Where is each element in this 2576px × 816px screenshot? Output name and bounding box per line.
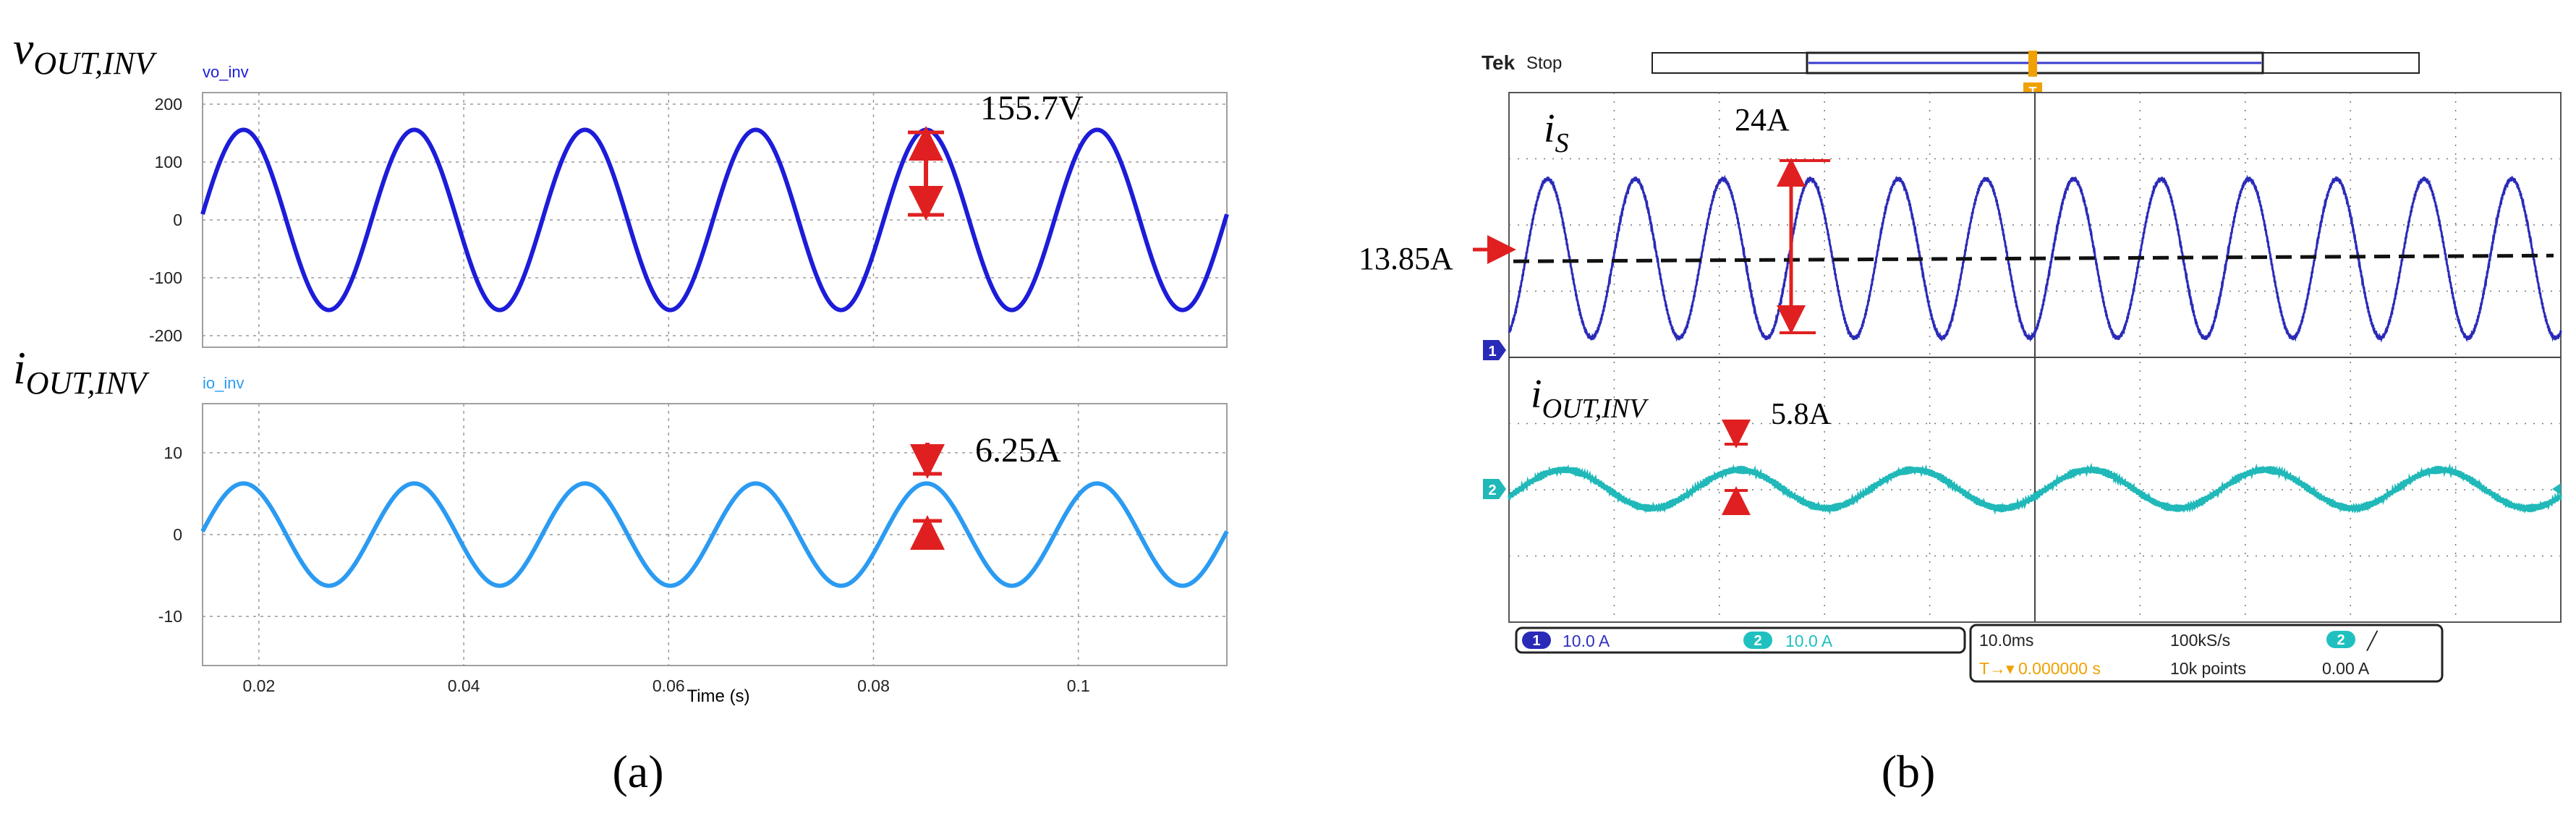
tek-brand: Tek <box>1482 51 1516 74</box>
svg-text:10.0ms: 10.0ms <box>1979 631 2033 650</box>
svg-text:10.0 A: 10.0 A <box>1785 632 1833 650</box>
voltage-signal-label: vOUT,INV <box>13 22 158 81</box>
svg-text:100kS/s: 100kS/s <box>2170 631 2230 650</box>
current-chart: 0.02 0.04 0.06 0.08 0.1 10 0 -10 <box>158 403 1229 695</box>
series-line-i-out-inv <box>1508 462 2562 515</box>
x-tick-label: 0.1 <box>1067 676 1090 695</box>
series-line-i-s <box>1508 174 2562 343</box>
svg-text:0.00 A: 0.00 A <box>2322 659 2370 678</box>
y-tick-label: 200 <box>155 95 182 114</box>
current-signal-label: iOUT,INV <box>13 342 150 401</box>
voltage-peak-annotation: 155.7V <box>980 89 1084 127</box>
voltage-chart: 200 100 0 -100 -200 <box>149 92 1229 348</box>
ch2-offscreen-indicator <box>2552 483 2561 495</box>
is-average-annotation: 13.85A <box>1359 241 1453 276</box>
y-tick-label: -100 <box>149 268 182 287</box>
svg-text:2: 2 <box>1754 633 1761 649</box>
x-tick-label: 0.04 <box>448 676 480 695</box>
y-tick-label: 0 <box>173 525 182 544</box>
ch1-ground-marker: 1 <box>1483 340 1506 360</box>
iout-peak-to-peak-annotation: 5.8A <box>1771 398 1832 431</box>
channel-scale-box: 1 10.0 A 2 10.0 A <box>1515 626 1966 654</box>
voltage-chart-title: vo_inv <box>203 63 249 81</box>
run-state: Stop <box>1526 54 1562 73</box>
panel-b: Tek Stop T iS 24A 13.85A iOUT,INV 5.8A <box>1359 51 2562 797</box>
svg-text:10.0 A: 10.0 A <box>1563 632 1610 650</box>
is-label: iS <box>1544 106 1569 158</box>
trigger-position-marker <box>2028 51 2037 77</box>
svg-text:2: 2 <box>1488 483 1496 498</box>
y-tick-label: 100 <box>155 153 182 171</box>
svg-text:10k points: 10k points <box>2170 659 2246 678</box>
x-tick-label: 0.06 <box>652 676 685 695</box>
y-tick-label: 10 <box>163 443 182 462</box>
series-line-vo_inv <box>200 127 1229 313</box>
svg-text:T→▾: T→▾ <box>1979 659 2015 678</box>
y-tick-label: -10 <box>158 607 182 626</box>
x-tick-label: 0.08 <box>857 676 890 695</box>
ch2-ground-marker: 2 <box>1483 479 1506 499</box>
svg-text:0.000000 s: 0.000000 s <box>2018 659 2101 678</box>
is-peak-to-peak-annotation: 24A <box>1735 102 1790 137</box>
x-tick-label: 0.02 <box>242 676 275 695</box>
x-axis-label: Time (s) <box>686 687 749 706</box>
y-tick-label: -200 <box>149 326 182 345</box>
panel-b-caption: (b) <box>1882 746 1936 797</box>
acquisition-box: 10.0ms 100kS/s 2 ╱ T→▾ 0.000000 s 10k po… <box>1969 624 2444 683</box>
series-line-io_inv <box>200 481 1229 588</box>
current-chart-title: io_inv <box>203 374 244 392</box>
svg-text:╱: ╱ <box>2365 630 2379 651</box>
svg-text:2: 2 <box>2337 632 2345 648</box>
current-peak-annotation: 6.25A <box>975 431 1061 469</box>
panel-a-caption: (a) <box>612 746 663 797</box>
y-tick-label: 0 <box>173 211 182 229</box>
svg-text:1: 1 <box>1488 344 1496 360</box>
svg-text:1: 1 <box>1532 633 1540 649</box>
is-average-line <box>1513 253 2554 263</box>
scope-display <box>1508 92 2562 623</box>
iout-label: iOUT,INV <box>1531 372 1649 424</box>
